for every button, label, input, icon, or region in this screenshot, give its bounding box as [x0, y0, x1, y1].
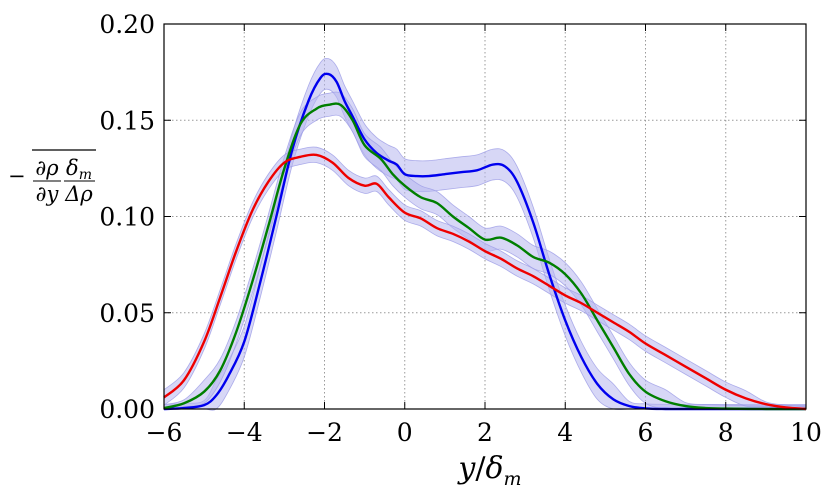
x-tick-label: 8	[718, 418, 734, 447]
y-axis-label: − ∂ρ ∂y δm Δρ	[8, 149, 96, 206]
x-tick-label: −2	[306, 418, 343, 447]
y-axis-label-frac2-delta: δ	[66, 156, 79, 180]
y-tick-label: 0.20	[99, 10, 155, 39]
x-tick-label: 4	[557, 418, 573, 447]
x-tick-label: −6	[146, 418, 183, 447]
y-axis-label-frac1-den: ∂y	[36, 182, 60, 206]
x-axis-label-slash: /	[475, 451, 486, 486]
x-tick-label: 6	[638, 418, 654, 447]
x-tick-label: 0	[397, 418, 413, 447]
y-axis-label-frac1-num: ∂ρ	[35, 156, 59, 180]
axis-ticks	[163, 23, 807, 410]
y-axis-label-frac2-num: δm	[66, 156, 92, 183]
x-tick-label: −4	[226, 418, 263, 447]
x-tick-labels: −6 −4 −2 0 2 4 6 8 10	[146, 418, 822, 447]
series-lines	[163, 72, 807, 411]
series-line-green	[163, 102, 807, 411]
y-tick-label: 0.00	[99, 395, 155, 424]
series-line-blue	[163, 72, 806, 411]
y-axis-label-minus: −	[8, 164, 26, 188]
x-axis-label: y/δm	[456, 451, 521, 490]
x-axis-label-delta: δ	[485, 451, 503, 486]
y-tick-label: 0.05	[99, 299, 155, 328]
y-tick-labels: 0.00 0.05 0.10 0.15 0.20	[99, 10, 155, 424]
y-tick-label: 0.10	[99, 203, 155, 232]
y-axis-label-frac2-sub: m	[79, 167, 92, 183]
y-tick-label: 0.15	[99, 106, 155, 135]
series-line-red	[163, 153, 807, 411]
y-axis-label-frac2-den: Δρ	[64, 182, 93, 206]
x-tick-label: 10	[790, 418, 822, 447]
x-axis-label-var: y	[456, 451, 476, 486]
grid-lines	[164, 24, 806, 409]
x-tick-label: 2	[477, 418, 493, 447]
x-axis-label-sub: m	[504, 468, 522, 490]
